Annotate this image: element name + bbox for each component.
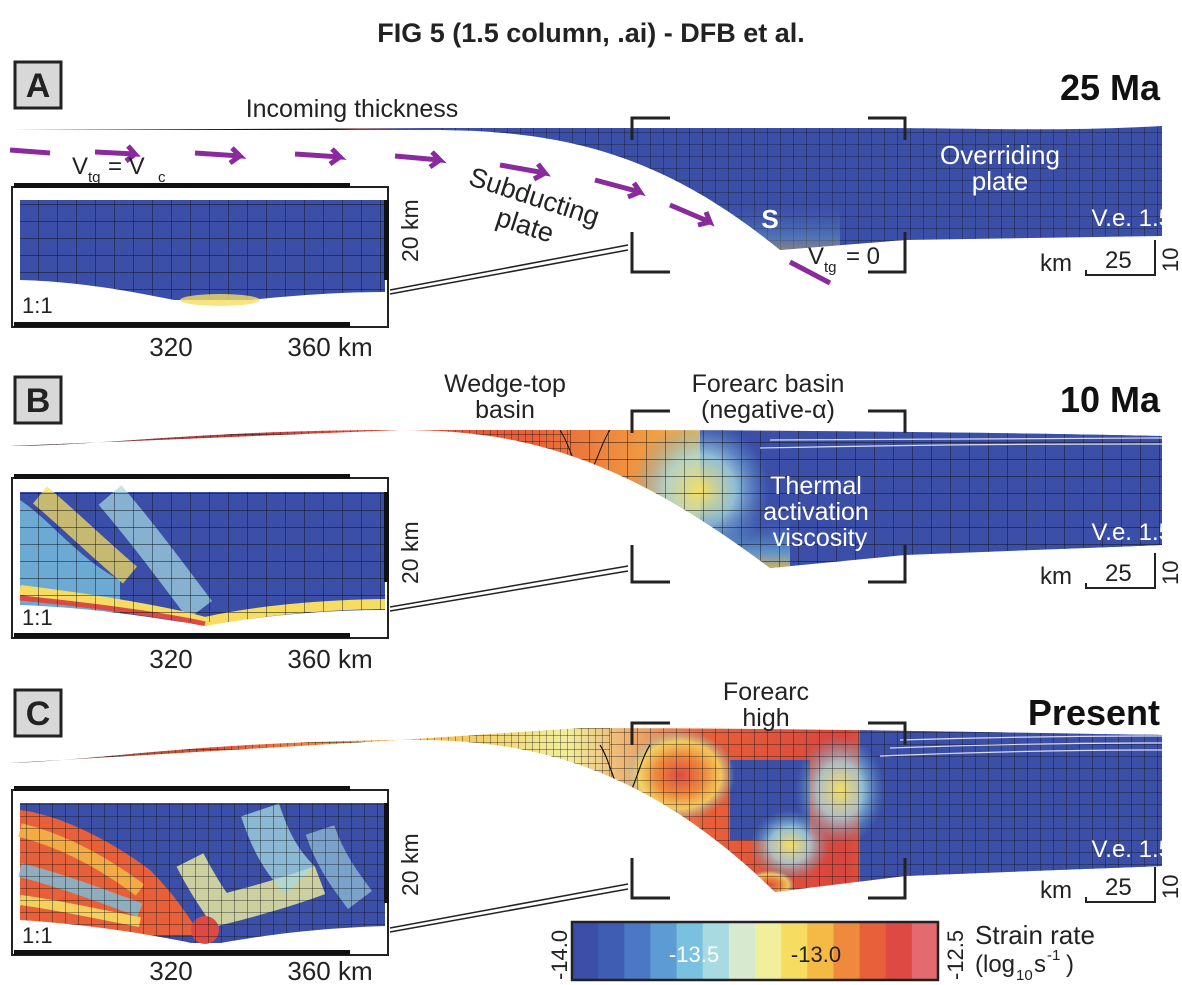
svg-text:= V: = V — [108, 153, 145, 180]
colorbar-swatch — [859, 922, 887, 980]
svg-text:tg: tg — [88, 169, 101, 186]
panel-a-inset-tick-360: 360 km — [287, 332, 372, 362]
panel-c-inset-tick-360: 360 km — [287, 956, 372, 985]
colorbar-frame — [570, 920, 940, 982]
panel-b-ve-label: V.e. 1.5 — [1091, 519, 1172, 546]
thermal-label-3: viscosity — [773, 524, 868, 552]
panel-b: B 10 Ma Wedge-top basin Forearc basin (n… — [10, 370, 1182, 674]
panel-a-letter-box — [13, 60, 63, 110]
incoming-thickness-label: Incoming thickness — [246, 95, 459, 123]
panel-c-ve-label: V.e. 1.5 — [1091, 836, 1172, 863]
colorbar-swatch — [728, 922, 756, 980]
panel-b-letter-box — [13, 375, 63, 425]
subducting-plate-label: Subducting plate — [465, 162, 603, 249]
panel-a-scale-bar: km 25 10 — [1040, 240, 1182, 277]
colorbar-min-label: -14.0 — [547, 930, 572, 980]
panel-b-zoom-brackets — [389, 409, 907, 612]
figure-title: FIG 5 (1.5 column, .ai) - DFB et al. — [377, 18, 805, 48]
svg-text:): ) — [1066, 951, 1074, 978]
svg-text:10: 10 — [1016, 967, 1033, 984]
panel-a-ve-label: V.e. 1.5 — [1091, 205, 1172, 232]
panel-c-age: Present — [1028, 692, 1160, 733]
vtg-vc-label: V tg = V c — [72, 153, 166, 186]
velocity-arrows — [9, 144, 832, 286]
colorbar: -14.0 -12.5 -13.5 -13.0 Strain rate (log… — [547, 920, 1095, 984]
svg-text:10: 10 — [1158, 248, 1182, 272]
svg-text:-1: -1 — [1047, 947, 1060, 964]
colorbar-swatch — [781, 922, 808, 980]
colorbar-units: (log 10 s -1 ) — [975, 947, 1074, 984]
overriding-plate-label-1: Overriding — [940, 140, 1060, 170]
panel-a-age: 25 Ma — [1060, 67, 1161, 108]
svg-text:s: s — [1034, 951, 1046, 978]
panel-a-inset: 1:1 20 km 320 360 km — [11, 183, 423, 362]
panel-c-zoom-brackets — [389, 721, 907, 933]
svg-text:tg: tg — [824, 259, 837, 276]
panel-b-inset-tick-360: 360 km — [287, 644, 372, 674]
forearc-basin-label-2: (negative-α) — [701, 396, 835, 424]
forearc-high-label-1: Forearc — [723, 678, 809, 706]
colorbar-swatch — [572, 922, 599, 980]
colorbar-swatch — [833, 922, 861, 980]
panel-a-inset-depth: 20 km — [397, 199, 423, 262]
overriding-plate-label-2: plate — [972, 166, 1028, 196]
colorbar-swatch — [755, 922, 782, 980]
forearc-high-label-2: high — [742, 704, 789, 732]
panel-b-inset: 1:1 20 km 320 360 km — [11, 474, 423, 674]
panel-b-inset-ratio: 1:1 — [22, 605, 53, 630]
panel-a-inset-tick-320: 320 — [149, 332, 192, 362]
svg-text:c: c — [158, 169, 166, 186]
vtg-zero-label: V tg = 0 — [808, 243, 880, 276]
svg-text:10: 10 — [1158, 561, 1182, 585]
svg-text:(log: (log — [975, 951, 1015, 978]
colorbar-tick-label-13-0: -13.0 — [791, 942, 841, 967]
panel-a: A 25 Ma Incoming thickness V tg = V c — [9, 60, 1182, 362]
colorbar-title: Strain rate — [975, 920, 1095, 950]
thermal-label-2: activation — [763, 498, 869, 526]
panel-b-scale-bar: km 25 10 — [1040, 553, 1182, 590]
thermal-label-1: Thermal — [770, 472, 862, 500]
panel-a-inset-ratio: 1:1 — [22, 293, 53, 318]
wedge-top-label-2: basin — [475, 396, 535, 424]
panel-c-letter: C — [26, 695, 51, 733]
svg-text:10: 10 — [1158, 875, 1182, 899]
colorbar-swatch — [911, 922, 939, 980]
panel-a-letter: A — [26, 67, 51, 105]
svg-text:km: km — [1040, 563, 1072, 590]
wedge-top-label-1: Wedge-top — [444, 370, 566, 398]
svg-text:km: km — [1040, 877, 1072, 904]
forearc-basin-label-1: Forearc basin — [692, 370, 845, 398]
panel-c-inset: 1:1 20 km 320 360 km — [11, 786, 423, 985]
panel-b-inset-tick-320: 320 — [149, 644, 192, 674]
svg-text:25: 25 — [1105, 247, 1132, 274]
colorbar-max-label: -12.5 — [943, 930, 968, 980]
panel-c-scale-bar: km 25 10 — [1040, 867, 1182, 904]
colorbar-swatch — [702, 922, 730, 980]
panel-a-zoom-brackets — [389, 116, 907, 295]
svg-text:km: km — [1040, 250, 1072, 277]
panel-c-inset-tick-320: 320 — [149, 956, 192, 985]
panel-c-inset-depth: 20 km — [397, 833, 423, 896]
s-point-label: S — [761, 204, 778, 234]
colorbar-swatch — [598, 922, 625, 980]
panel-c: C Present Forearc high V.e. 1.5 — [10, 678, 1182, 985]
colorbar-swatches — [572, 922, 939, 980]
svg-text:25: 25 — [1105, 874, 1132, 901]
panel-b-letter: B — [26, 382, 51, 420]
svg-text:25: 25 — [1105, 560, 1132, 587]
panel-c-inset-ratio: 1:1 — [22, 923, 53, 948]
panel-b-inset-depth: 20 km — [397, 521, 423, 584]
colorbar-tick-label-13-5: -13.5 — [669, 942, 719, 967]
colorbar-swatch — [807, 922, 835, 980]
colorbar-swatch — [885, 922, 913, 980]
colorbar-swatch — [624, 922, 652, 980]
panel-c-letter-box — [13, 688, 63, 738]
panel-b-age: 10 Ma — [1060, 379, 1161, 420]
colorbar-swatch — [676, 922, 704, 980]
svg-text:= 0: = 0 — [846, 243, 880, 270]
svg-text:V: V — [808, 243, 824, 270]
colorbar-swatch — [650, 922, 678, 980]
svg-text:V: V — [72, 153, 88, 180]
